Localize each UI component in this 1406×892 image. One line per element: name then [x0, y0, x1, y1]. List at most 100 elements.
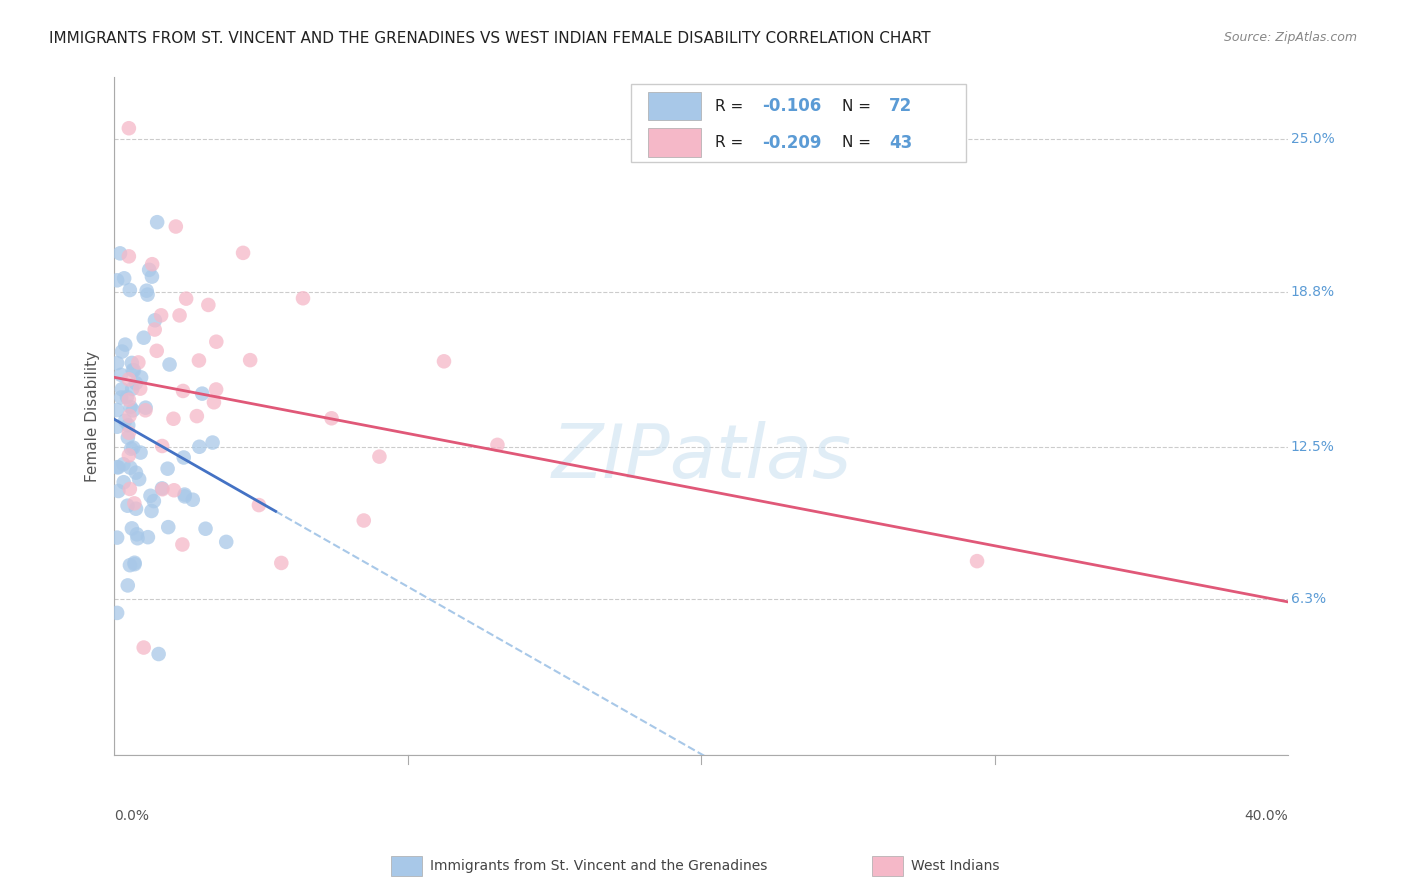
- Point: [118, 283, 141, 297]
- Point: [152, 482, 174, 496]
- Point: [173, 450, 195, 465]
- Point: [120, 442, 142, 456]
- Point: [125, 466, 148, 480]
- Point: [121, 356, 143, 370]
- Point: [121, 363, 143, 377]
- Point: [143, 313, 166, 327]
- Point: [121, 521, 143, 535]
- Text: 72: 72: [889, 97, 912, 115]
- Point: [121, 382, 143, 396]
- Point: [118, 249, 141, 263]
- Point: [122, 441, 145, 455]
- Point: [112, 271, 135, 285]
- Point: [132, 640, 155, 655]
- Point: [122, 363, 145, 377]
- Point: [232, 245, 254, 260]
- Text: IMMIGRANTS FROM ST. VINCENT AND THE GRENADINES VS WEST INDIAN FEMALE DISABILITY : IMMIGRANTS FROM ST. VINCENT AND THE GREN…: [49, 31, 931, 46]
- Point: [150, 439, 173, 453]
- Point: [156, 461, 179, 475]
- Point: [188, 440, 211, 454]
- Point: [105, 356, 128, 370]
- Text: 40.0%: 40.0%: [1244, 809, 1288, 822]
- Text: R =: R =: [716, 135, 748, 150]
- Point: [141, 257, 163, 271]
- Point: [141, 269, 163, 284]
- Point: [118, 558, 141, 573]
- Text: West Indians: West Indians: [911, 859, 1000, 873]
- Point: [118, 482, 141, 496]
- Point: [143, 322, 166, 336]
- Point: [142, 494, 165, 508]
- Point: [105, 460, 128, 475]
- Point: [122, 403, 145, 417]
- Point: [205, 383, 228, 397]
- FancyBboxPatch shape: [648, 92, 702, 120]
- Point: [114, 337, 136, 351]
- Point: [108, 246, 131, 260]
- Point: [125, 501, 148, 516]
- Point: [205, 334, 228, 349]
- Point: [138, 262, 160, 277]
- Point: [433, 354, 456, 368]
- Point: [105, 419, 128, 434]
- Text: -0.106: -0.106: [762, 97, 821, 115]
- Point: [368, 450, 391, 464]
- Text: Source: ZipAtlas.com: Source: ZipAtlas.com: [1223, 31, 1357, 45]
- Point: [172, 537, 194, 551]
- Point: [139, 489, 162, 503]
- Point: [129, 445, 152, 459]
- Point: [124, 496, 146, 510]
- Point: [157, 520, 180, 534]
- Point: [118, 392, 141, 407]
- Text: N =: N =: [842, 98, 876, 113]
- Text: 25.0%: 25.0%: [1291, 132, 1334, 146]
- Point: [148, 647, 170, 661]
- Point: [117, 499, 139, 513]
- Point: [118, 409, 141, 423]
- Point: [136, 530, 159, 544]
- Point: [270, 556, 292, 570]
- Point: [239, 353, 262, 368]
- Point: [120, 400, 142, 414]
- Point: [117, 418, 139, 433]
- Point: [141, 504, 163, 518]
- Text: Immigrants from St. Vincent and the Grenadines: Immigrants from St. Vincent and the Gren…: [430, 859, 768, 873]
- Text: N =: N =: [842, 135, 876, 150]
- Point: [486, 438, 509, 452]
- FancyBboxPatch shape: [631, 84, 966, 162]
- Point: [172, 384, 194, 398]
- Point: [150, 309, 173, 323]
- Point: [247, 498, 270, 512]
- Point: [107, 483, 129, 498]
- Point: [112, 475, 135, 490]
- Point: [159, 358, 181, 372]
- Point: [353, 514, 375, 528]
- Point: [118, 121, 141, 136]
- Point: [136, 287, 159, 301]
- Point: [215, 534, 238, 549]
- Point: [202, 395, 225, 409]
- Point: [150, 481, 173, 495]
- Point: [118, 449, 141, 463]
- Point: [165, 219, 187, 234]
- Text: -0.209: -0.209: [762, 134, 823, 152]
- Text: 43: 43: [889, 134, 912, 152]
- Point: [111, 382, 134, 396]
- Point: [145, 343, 167, 358]
- Point: [186, 409, 208, 423]
- Point: [118, 425, 141, 440]
- Point: [105, 403, 128, 417]
- Text: ZIPatlas: ZIPatlas: [551, 421, 852, 492]
- Point: [201, 435, 224, 450]
- Point: [173, 490, 195, 504]
- Point: [169, 309, 191, 323]
- Point: [111, 344, 134, 359]
- Point: [187, 353, 209, 368]
- Point: [110, 391, 132, 405]
- Point: [120, 460, 142, 475]
- Point: [105, 531, 128, 545]
- Point: [114, 414, 136, 428]
- Point: [173, 487, 195, 501]
- Point: [105, 273, 128, 287]
- Point: [117, 430, 139, 444]
